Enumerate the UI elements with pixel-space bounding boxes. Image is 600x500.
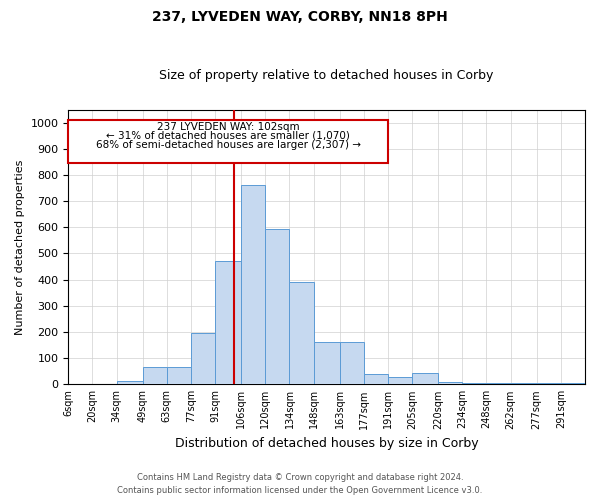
Bar [68,120,388,163]
Bar [215,262,241,384]
Bar [536,383,561,384]
Bar [463,383,487,384]
Text: 237, LYVEDEN WAY, CORBY, NN18 8PH: 237, LYVEDEN WAY, CORBY, NN18 8PH [152,10,448,24]
Bar [561,383,585,384]
Bar [314,342,340,384]
Bar [116,381,143,384]
Bar [191,334,215,384]
Bar [143,368,167,384]
Bar [438,382,463,384]
Bar [289,282,314,384]
Bar [167,368,191,384]
Y-axis label: Number of detached properties: Number of detached properties [15,159,25,334]
Bar [241,186,265,384]
Text: 237 LYVEDEN WAY: 102sqm: 237 LYVEDEN WAY: 102sqm [157,122,299,132]
Bar [511,383,536,384]
Text: 68% of semi-detached houses are larger (2,307) →: 68% of semi-detached houses are larger (… [95,140,361,150]
Title: Size of property relative to detached houses in Corby: Size of property relative to detached ho… [160,69,494,82]
Bar [364,374,388,384]
Bar [265,228,289,384]
Bar [340,342,364,384]
Bar [388,377,412,384]
Bar [487,383,511,384]
Text: ← 31% of detached houses are smaller (1,070): ← 31% of detached houses are smaller (1,… [106,130,350,140]
X-axis label: Distribution of detached houses by size in Corby: Distribution of detached houses by size … [175,437,478,450]
Bar [412,373,438,384]
Text: Contains HM Land Registry data © Crown copyright and database right 2024.
Contai: Contains HM Land Registry data © Crown c… [118,474,482,495]
